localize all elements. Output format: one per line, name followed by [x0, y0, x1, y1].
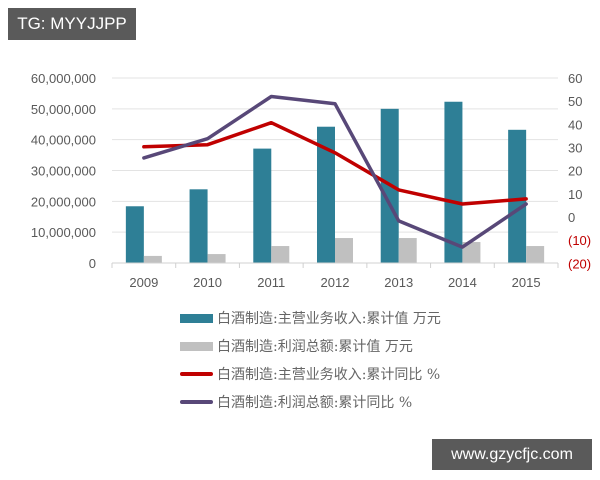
watermark-bottom-right: www.gzycfjc.com — [432, 439, 592, 470]
legend-label: 白酒制造:利润总额:累计同比 % — [217, 395, 413, 411]
x-axis-tick: 2013 — [384, 275, 413, 290]
watermark-bottom-text: www.gzycfjc.com — [451, 445, 573, 463]
right-axis-tick: (10) — [568, 233, 591, 248]
left-axis-tick: 50,000,000 — [31, 102, 96, 117]
revenue-bar — [125, 206, 144, 263]
left-axis-tick: 10,000,000 — [31, 225, 96, 240]
legend-swatch-profit-line — [180, 400, 213, 404]
bar-series — [125, 101, 545, 263]
right-axis-tick: 40 — [568, 117, 582, 132]
legend-swatch-revenue-bar — [180, 313, 213, 323]
revenue-bar — [444, 101, 463, 263]
right-axis-tick: 60 — [568, 71, 582, 86]
right-axis-tick: 50 — [568, 94, 582, 109]
left-y-axis: 60,000,000 50,000,000 40,000,000 30,000,000… — [31, 71, 96, 271]
revenue-bar — [189, 189, 208, 263]
right-axis-tick: 0 — [568, 210, 575, 225]
legend-item-revenue: 白酒制造:主营业务收入:累计值 万元 — [180, 304, 441, 332]
watermark-top-text: TG: MYYJJPP — [17, 14, 127, 33]
left-axis-tick: 20,000,000 — [31, 194, 96, 209]
revenue-bar — [253, 148, 272, 263]
profit-bar — [335, 238, 353, 263]
profit-yoy-line — [142, 94, 528, 249]
right-axis-tick: (20) — [568, 256, 591, 271]
legend-label: 白酒制造:主营业务收入:累计值 万元 — [217, 311, 441, 327]
left-axis-tick: 60,000,000 — [31, 71, 96, 86]
chart-legend: 白酒制造:主营业务收入:累计值 万元 白酒制造:利润总额:累计值 万元 白酒制造… — [180, 304, 441, 416]
x-axis-tick: 2012 — [321, 275, 350, 290]
x-axis-tick: 2011 — [257, 275, 285, 290]
line-series — [142, 94, 528, 249]
right-axis-tick: 20 — [568, 164, 582, 179]
legend-item-profit: 白酒制造:利润总额:累计值 万元 — [180, 332, 441, 360]
revenue-yoy-line — [142, 120, 528, 206]
right-axis-tick: 10 — [568, 187, 582, 202]
legend-swatch-revenue-line — [180, 372, 213, 376]
revenue-bar — [508, 129, 527, 263]
left-axis-tick: 30,000,000 — [31, 164, 96, 179]
x-axis: 2009 2010 2011 2012 2013 2014 2015 — [111, 262, 559, 290]
x-axis-tick: 2009 — [129, 275, 158, 290]
legend-label: 白酒制造:主营业务收入:累计同比 % — [217, 367, 441, 383]
legend-item-profit-yoy: 白酒制造:利润总额:累计同比 % — [180, 388, 441, 416]
legend-item-revenue-yoy: 白酒制造:主营业务收入:累计同比 % — [180, 360, 441, 388]
left-axis-tick: 40,000,000 — [31, 133, 96, 148]
profit-bar — [526, 246, 545, 263]
watermark-top-left: TG: MYYJJPP — [8, 8, 136, 40]
x-axis-tick: 2015 — [512, 275, 541, 290]
profit-bar — [143, 255, 162, 263]
profit-bar — [207, 254, 226, 263]
right-axis-tick: 30 — [568, 141, 582, 156]
profit-bar — [398, 238, 417, 263]
legend-label: 白酒制造:利润总额:累计值 万元 — [217, 339, 413, 355]
legend-swatch-profit-bar — [180, 341, 213, 351]
right-y-axis: 60 50 40 30 20 10 0 (10) (20) — [568, 71, 591, 271]
x-axis-tick: 2014 — [448, 275, 477, 290]
x-axis-tick: 2010 — [193, 275, 222, 290]
profit-bar — [462, 242, 481, 263]
revenue-bar — [317, 126, 335, 263]
left-axis-tick: 0 — [89, 256, 96, 271]
profit-bar — [271, 246, 290, 263]
